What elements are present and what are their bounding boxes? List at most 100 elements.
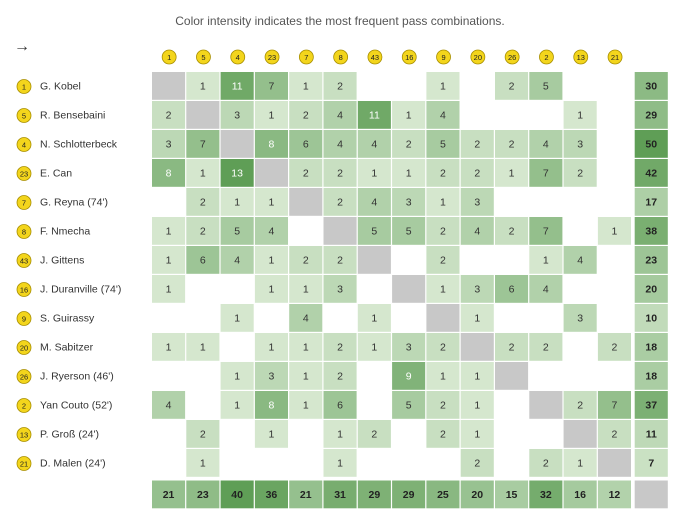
row-badge-2: 2 bbox=[16, 398, 32, 413]
cell-value: 6 bbox=[337, 399, 343, 411]
matrix-cell bbox=[357, 217, 391, 245]
cell-value: 1 bbox=[303, 341, 309, 353]
row-badge-21: 21 bbox=[16, 456, 32, 471]
matrix-cell bbox=[186, 333, 220, 361]
column-total: 12 bbox=[609, 489, 621, 501]
cell-value: 1 bbox=[269, 428, 275, 440]
column-badge-circle bbox=[436, 49, 451, 65]
cell-value: 1 bbox=[200, 80, 206, 92]
row-badge-circle bbox=[16, 108, 32, 123]
matrix-cell bbox=[220, 246, 254, 274]
matrix-cell bbox=[254, 420, 288, 448]
matrix-cell bbox=[254, 188, 288, 216]
row-badge-9: 9 bbox=[16, 311, 32, 326]
row-label: P. Groß (24') bbox=[40, 429, 99, 441]
cell-value: 4 bbox=[543, 138, 549, 150]
column-badge-circle bbox=[161, 49, 177, 65]
matrix-cell bbox=[460, 130, 494, 158]
row-label: R. Bensebaini bbox=[40, 110, 105, 122]
row-badge-circle bbox=[16, 166, 32, 181]
cell-value: 2 bbox=[303, 254, 309, 266]
cell-value: 1 bbox=[337, 457, 343, 469]
cell-value: 4 bbox=[269, 225, 275, 237]
cell-value: 2 bbox=[440, 341, 446, 353]
row-label: M. Sabitzer bbox=[40, 342, 94, 354]
column-badge-number: 4 bbox=[236, 53, 240, 62]
cell-value: 2 bbox=[440, 428, 446, 440]
matrix-cell bbox=[426, 101, 460, 129]
diagonal-cell bbox=[220, 130, 254, 158]
cell-value: 2 bbox=[337, 80, 343, 92]
cell-value: 2 bbox=[509, 225, 515, 237]
cell-value: 1 bbox=[166, 283, 172, 295]
matrix-cell bbox=[254, 333, 288, 361]
cell-value: 1 bbox=[166, 254, 172, 266]
column-badge-number: 21 bbox=[611, 53, 619, 62]
matrix-cell bbox=[254, 275, 288, 303]
column-badge-23: 23 bbox=[264, 49, 280, 65]
cell-value: 1 bbox=[200, 167, 206, 179]
cell-value: 1 bbox=[269, 196, 275, 208]
row-total-cell bbox=[634, 449, 668, 477]
matrix-cell bbox=[289, 304, 323, 332]
matrix-cell bbox=[597, 217, 631, 245]
matrix-cell bbox=[289, 101, 323, 129]
cell-value: 1 bbox=[577, 109, 583, 121]
matrix-cell bbox=[495, 159, 529, 187]
matrix-cell bbox=[323, 101, 357, 129]
cell-value: 4 bbox=[371, 138, 377, 150]
row-total: 23 bbox=[645, 254, 657, 266]
matrix-cell bbox=[392, 217, 426, 245]
row-total-cell bbox=[634, 362, 668, 390]
matrix-cell bbox=[357, 101, 391, 129]
arrow-right-icon[interactable]: → bbox=[14, 38, 30, 55]
matrix-cell bbox=[529, 159, 563, 187]
row-badge-number: 20 bbox=[20, 344, 28, 353]
matrix-cell bbox=[152, 333, 186, 361]
row-total: 20 bbox=[645, 283, 657, 295]
diagonal-cell bbox=[495, 362, 529, 390]
matrix-cell bbox=[460, 188, 494, 216]
diagonal-cell bbox=[460, 333, 494, 361]
cell-value: 4 bbox=[234, 254, 240, 266]
cell-value: 5 bbox=[371, 225, 377, 237]
matrix-cell bbox=[220, 217, 254, 245]
diagonal-cell bbox=[529, 391, 563, 419]
cell-value: 2 bbox=[166, 109, 172, 121]
row-total-cell bbox=[634, 217, 668, 245]
cell-value: 3 bbox=[406, 196, 412, 208]
matrix-cell bbox=[426, 159, 460, 187]
column-total-cell bbox=[426, 480, 460, 509]
column-total-cell bbox=[563, 480, 597, 509]
cell-value: 2 bbox=[200, 428, 206, 440]
matrix-cell bbox=[460, 304, 494, 332]
matrix-cell bbox=[254, 72, 288, 100]
matrix-cell bbox=[357, 304, 391, 332]
row-badge-number: 7 bbox=[22, 199, 26, 208]
matrix-cell bbox=[357, 420, 391, 448]
row-total: 18 bbox=[645, 370, 657, 382]
column-badge-1: 1 bbox=[161, 49, 177, 65]
matrix-cell bbox=[289, 130, 323, 158]
row-badge-number: 26 bbox=[20, 373, 28, 382]
matrix-cell bbox=[392, 130, 426, 158]
matrix-cell bbox=[357, 130, 391, 158]
diagonal-cell bbox=[152, 72, 186, 100]
column-badge-number: 13 bbox=[577, 53, 585, 62]
matrix-cell bbox=[392, 188, 426, 216]
matrix-cell bbox=[563, 159, 597, 187]
matrix-cell bbox=[323, 159, 357, 187]
matrix-cell bbox=[426, 246, 460, 274]
matrix-cell bbox=[220, 72, 254, 100]
row-label: J. Gittens bbox=[40, 255, 84, 267]
cell-value: 2 bbox=[303, 167, 309, 179]
matrix-cell bbox=[186, 72, 220, 100]
row-total-cell bbox=[634, 420, 668, 448]
cell-value: 7 bbox=[612, 399, 618, 411]
cell-value: 4 bbox=[577, 254, 583, 266]
column-badge-circle bbox=[573, 49, 589, 65]
matrix-cell bbox=[186, 420, 220, 448]
row-badge-number: 2 bbox=[22, 402, 26, 411]
column-total: 40 bbox=[231, 489, 243, 501]
cell-value: 5 bbox=[406, 399, 412, 411]
